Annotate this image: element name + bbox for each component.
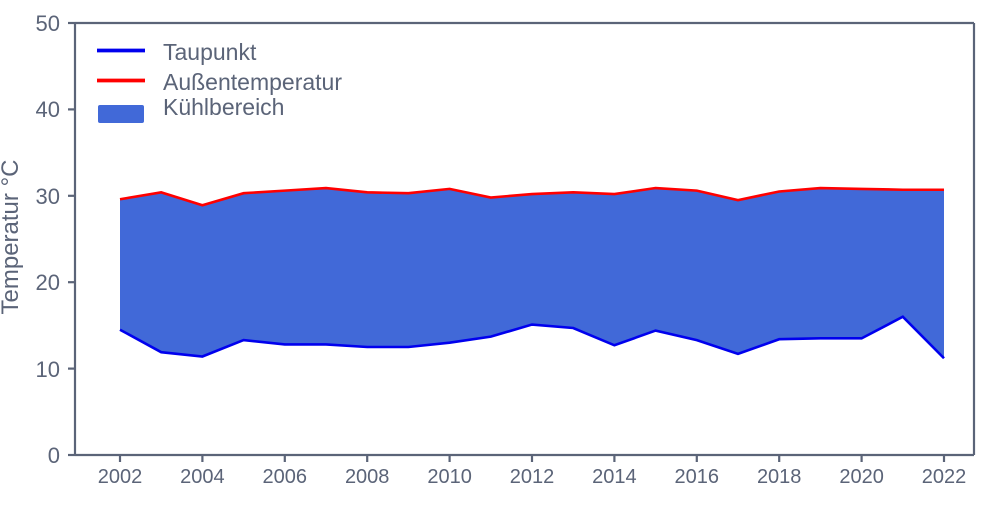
svg-text:30: 30 [36, 184, 60, 209]
svg-text:40: 40 [36, 97, 60, 122]
svg-text:2004: 2004 [180, 466, 225, 488]
svg-text:Taupunkt: Taupunkt [163, 39, 257, 65]
svg-text:2020: 2020 [839, 466, 884, 488]
svg-text:20: 20 [36, 270, 60, 295]
svg-text:2006: 2006 [263, 466, 308, 488]
svg-text:0: 0 [48, 443, 60, 468]
svg-text:2010: 2010 [427, 466, 472, 488]
svg-text:2022: 2022 [922, 466, 967, 488]
svg-text:2012: 2012 [510, 466, 555, 488]
svg-text:50: 50 [36, 11, 60, 36]
svg-text:Außentemperatur: Außentemperatur [163, 69, 342, 95]
svg-text:2008: 2008 [345, 466, 390, 488]
svg-text:2014: 2014 [592, 466, 637, 488]
svg-text:Kühlbereich: Kühlbereich [163, 94, 284, 120]
svg-text:Temperatur °C: Temperatur °C [0, 160, 24, 315]
svg-text:2002: 2002 [98, 466, 143, 488]
svg-text:2018: 2018 [757, 466, 802, 488]
svg-text:2016: 2016 [675, 466, 720, 488]
svg-text:10: 10 [36, 357, 60, 382]
